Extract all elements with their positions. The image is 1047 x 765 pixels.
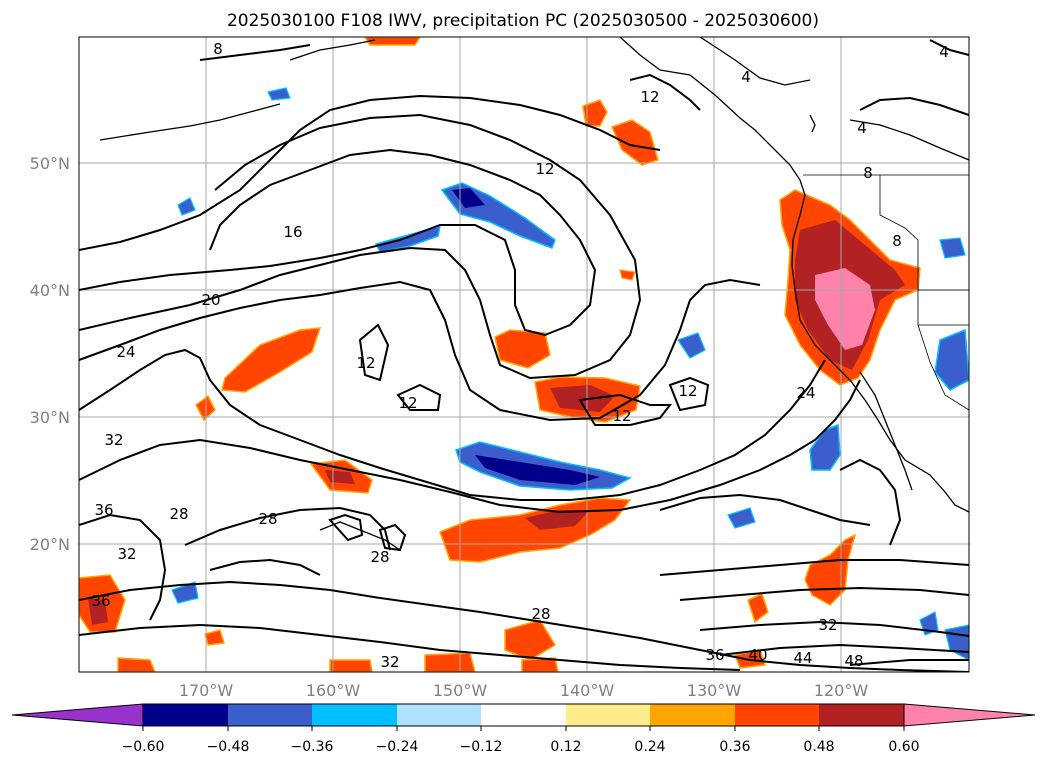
colorbar-segment bbox=[312, 704, 397, 726]
colorbar-tick-label: −0.36 bbox=[291, 739, 334, 755]
precip-max-patch bbox=[815, 268, 875, 350]
contour-label: 28 bbox=[531, 605, 550, 623]
contour-label: 12 bbox=[678, 382, 697, 400]
contour-label: 4 bbox=[741, 68, 751, 86]
contour-label: 36 bbox=[91, 592, 110, 610]
colorbar-segment bbox=[228, 704, 312, 726]
map-panel: 8 4 4 12 4 12 8 16 8 20 24 12 12 12 12 2… bbox=[78, 36, 970, 673]
contour-label: 28 bbox=[370, 548, 389, 566]
longitude-labels: 170°W 160°W 150°W 140°W 130°W 120°W bbox=[179, 681, 869, 700]
precip-positive-patch bbox=[221, 327, 322, 393]
contour-label: 20 bbox=[201, 291, 220, 309]
precip-negative-patch bbox=[939, 237, 966, 259]
colorbar-segment bbox=[566, 704, 650, 726]
lon-label: 150°W bbox=[433, 681, 488, 700]
map-gridlines bbox=[79, 37, 969, 672]
lon-label: 160°W bbox=[306, 681, 361, 700]
lon-label: 130°W bbox=[687, 681, 742, 700]
contour-label: 4 bbox=[939, 43, 949, 61]
colorbar-tick-label: −0.60 bbox=[122, 739, 165, 755]
contour-label: 40 bbox=[748, 646, 767, 664]
colorbar-segment bbox=[819, 704, 904, 726]
contour-label: 4 bbox=[857, 119, 867, 137]
precip-negative-patch bbox=[727, 507, 756, 529]
contour-label: 36 bbox=[94, 501, 113, 519]
colorbar-max-extension bbox=[903, 703, 1036, 727]
contour-label: 36 bbox=[705, 646, 724, 664]
contour-label: 32 bbox=[117, 545, 136, 563]
latitude-labels: 50°N 40°N 30°N 20°N bbox=[30, 154, 70, 554]
colorbar-segment bbox=[481, 704, 566, 726]
lat-label: 40°N bbox=[30, 281, 70, 300]
lat-label: 20°N bbox=[30, 535, 70, 554]
contour-label: 44 bbox=[793, 649, 812, 667]
lat-label: 50°N bbox=[30, 154, 70, 173]
colorbar-tick-label: 0.48 bbox=[803, 739, 834, 755]
lon-label: 170°W bbox=[179, 681, 234, 700]
colorbar-tick-label: 0.36 bbox=[719, 739, 750, 755]
lon-label: 120°W bbox=[814, 681, 869, 700]
precip-positive-patch bbox=[619, 269, 636, 281]
contour-label: 48 bbox=[844, 652, 863, 670]
precip-positive-patch bbox=[117, 657, 156, 672]
colorbar-tick-label: −0.12 bbox=[460, 739, 503, 755]
precip-negative-patch bbox=[934, 328, 969, 391]
precip-positive-patch bbox=[804, 533, 857, 606]
precip-positive-patch bbox=[747, 592, 769, 624]
colorbar: −0.60 −0.48 −0.36 −0.24 −0.12 0.12 0.24 … bbox=[11, 703, 1036, 755]
map-frame bbox=[78, 36, 970, 673]
colorbar-segment bbox=[735, 704, 819, 726]
colorbar-segment bbox=[143, 704, 228, 726]
contour-label: 8 bbox=[213, 40, 223, 58]
contour-label: 32 bbox=[818, 616, 837, 634]
contour-label: 28 bbox=[169, 505, 188, 523]
iwv-contour-labels: 8 4 4 12 4 12 8 16 8 20 24 12 12 12 12 2… bbox=[91, 40, 948, 671]
precip-strong-patch bbox=[525, 510, 590, 530]
precip-negative-patch bbox=[267, 87, 291, 101]
lon-label: 140°W bbox=[560, 681, 615, 700]
contour-label: 24 bbox=[116, 343, 135, 361]
precip-deep-negative-patch bbox=[475, 455, 600, 485]
precip-negative-patch bbox=[677, 332, 706, 359]
colorbar-tick-marks bbox=[142, 726, 905, 731]
colorbar-tick-label: 0.24 bbox=[634, 739, 665, 755]
precip-strong-patch bbox=[550, 385, 615, 412]
contour-label: 32 bbox=[104, 431, 123, 449]
contour-label: 12 bbox=[535, 160, 554, 178]
contour-label: 12 bbox=[356, 354, 375, 372]
contour-label: 16 bbox=[283, 223, 302, 241]
contour-label: 8 bbox=[863, 164, 873, 182]
contour-label: 12 bbox=[612, 407, 631, 425]
precip-positive-patch bbox=[364, 37, 421, 46]
colorbar-tick-label: −0.24 bbox=[376, 739, 419, 755]
colorbar-tick-label: 0.12 bbox=[550, 739, 581, 755]
contour-label: 32 bbox=[380, 653, 399, 671]
figure-title: 2025030100 F108 IWV, precipitation PC (2… bbox=[227, 11, 819, 31]
coastlines bbox=[99, 37, 969, 551]
precip-positive-patch bbox=[494, 329, 551, 369]
lat-label: 30°N bbox=[30, 408, 70, 427]
colorbar-segment bbox=[650, 704, 735, 726]
precip-negative-patch bbox=[177, 197, 196, 216]
colorbar-frame bbox=[142, 703, 905, 727]
contour-label: 24 bbox=[796, 384, 815, 402]
colorbar-tick-labels: −0.60 −0.48 −0.36 −0.24 −0.12 0.12 0.24 … bbox=[122, 739, 920, 755]
contour-label: 12 bbox=[640, 88, 659, 106]
precip-positive-patch bbox=[424, 652, 476, 672]
colorbar-min-extension bbox=[11, 703, 144, 727]
colorbar-tick-label: 0.60 bbox=[888, 739, 919, 755]
precip-positive-patch bbox=[582, 99, 608, 127]
iwv-contours bbox=[79, 39, 969, 672]
colorbar-tick-label: −0.48 bbox=[207, 739, 250, 755]
precip-positive-patch bbox=[204, 629, 225, 646]
precip-positive-patch bbox=[610, 119, 659, 166]
colorbar-segment bbox=[397, 704, 481, 726]
contour-label: 8 bbox=[892, 232, 902, 250]
precip-strong-patch bbox=[88, 598, 108, 625]
contour-label: 28 bbox=[258, 510, 277, 528]
contour-label: 12 bbox=[398, 394, 417, 412]
precip-positive-patch bbox=[329, 659, 373, 672]
